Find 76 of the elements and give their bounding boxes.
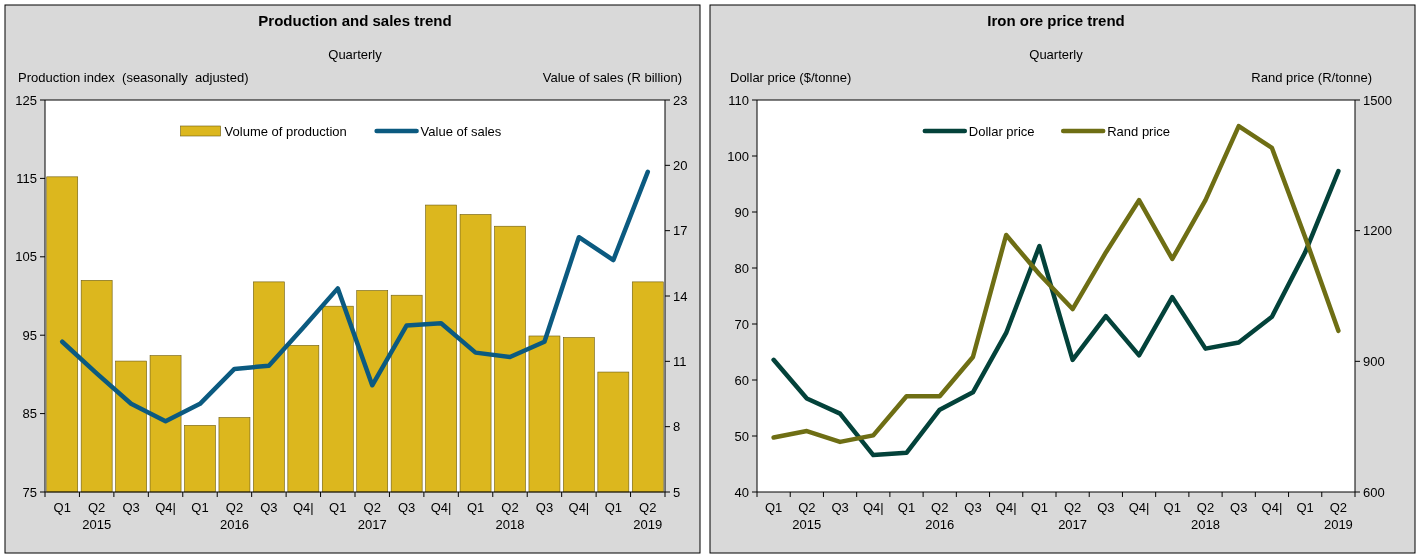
y-tick-label: 75 xyxy=(22,484,37,500)
chart-subtitle: Quarterly xyxy=(328,47,383,62)
y2-tick-label: 1200 xyxy=(1363,223,1392,239)
y-tick-label: 115 xyxy=(16,170,37,186)
y-axis-title: Dollar price ($/tonne) xyxy=(730,70,852,85)
x-tick-label: Q2 2015 xyxy=(82,500,112,532)
x-tick-label: Q4| xyxy=(1128,500,1150,515)
y-tick-label: 100 xyxy=(727,148,749,164)
x-tick-label: Q2 2018 xyxy=(495,500,525,532)
x-tick-label: Q4| xyxy=(1261,500,1283,515)
chart-subtitle: Quarterly xyxy=(1029,47,1084,62)
y-tick-label: 90 xyxy=(734,204,749,220)
y-tick-label: 40 xyxy=(734,484,749,500)
x-tick-label: Q3 xyxy=(535,500,554,515)
x-tick-label: Q1 xyxy=(1296,500,1314,515)
x-tick-label: Q2 2019 xyxy=(633,500,663,532)
x-tick-label: Q3 xyxy=(397,500,416,515)
legend-label: Rand price xyxy=(1107,123,1171,139)
line-series xyxy=(771,168,1341,458)
line-series xyxy=(771,123,1341,445)
x-tick-label: Q2 2016 xyxy=(219,500,249,532)
chart-title: Production and sales trend xyxy=(258,12,452,29)
legend-label: Value of sales xyxy=(420,123,502,139)
x-tick-label: Q2 2017 xyxy=(357,500,387,532)
x-tick-label: Q4| xyxy=(155,500,176,515)
x-tick-label: Q1 xyxy=(764,500,783,515)
y-tick-label: 85 xyxy=(22,406,37,422)
x-tick-label: Q3 xyxy=(1097,500,1115,515)
x-tick-label: Q2 2015 xyxy=(792,500,822,532)
x-tick-label: Q1 xyxy=(1163,500,1181,515)
x-tick-label: Q3 xyxy=(260,500,278,515)
x-tick-label: Q3 xyxy=(964,500,982,515)
y2-tick-label: 23 xyxy=(673,92,688,108)
y-tick-label: 70 xyxy=(734,316,749,332)
y2-tick-label: 17 xyxy=(673,223,688,239)
y-tick-label: 60 xyxy=(734,372,749,388)
x-tick-label: Q2 2017 xyxy=(1058,500,1088,532)
x-tick-label: Q1 xyxy=(1030,500,1049,515)
y2-tick-label: 1500 xyxy=(1363,92,1392,108)
chart-title: Iron ore price trend xyxy=(987,12,1125,29)
x-tick-label: Q1 xyxy=(897,500,916,515)
legend-label: Volume of production xyxy=(224,123,347,139)
y2-tick-label: 600 xyxy=(1363,484,1385,500)
x-tick-label: Q4| xyxy=(862,500,884,515)
y2-tick-label: 8 xyxy=(673,419,681,435)
x-tick-label: Q2 2018 xyxy=(1191,500,1220,532)
y2-tick-label: 14 xyxy=(673,288,688,304)
x-tick-label: Q3 xyxy=(122,500,140,515)
x-tick-label: Q1 xyxy=(53,500,71,515)
x-tick-label: Q1 xyxy=(329,500,347,515)
y-tick-label: 80 xyxy=(734,260,749,276)
y2-axis-title: Rand price (R/tonne) xyxy=(1251,70,1372,85)
y2-axis-title: Value of sales (R billion) xyxy=(542,70,682,85)
x-tick-label: Q4| xyxy=(995,500,1017,515)
y-tick-label: 125 xyxy=(15,92,37,108)
legend-label: Dollar price xyxy=(968,123,1035,139)
line-series xyxy=(59,169,651,424)
y2-tick-label: 11 xyxy=(673,353,687,369)
x-tick-label: Q4| xyxy=(568,500,590,515)
y-tick-label: 110 xyxy=(728,92,749,108)
x-tick-label: Q4| xyxy=(292,500,314,515)
y2-tick-label: 20 xyxy=(673,157,688,173)
x-tick-label: Q1 xyxy=(604,500,623,515)
x-tick-label: Q3 xyxy=(831,500,849,515)
x-tick-label: Q3 xyxy=(1230,500,1248,515)
x-tick-label: Q1 xyxy=(466,500,485,515)
x-tick-label: Q2 2019 xyxy=(1323,500,1353,532)
x-tick-label: Q2 2016 xyxy=(925,500,955,532)
y-tick-label: 50 xyxy=(734,428,749,444)
y-tick-label: 105 xyxy=(15,249,37,265)
x-tick-label: Q1 xyxy=(191,500,209,515)
y2-tick-label: 900 xyxy=(1363,353,1385,369)
y-axis-title: Production index (seasonally adjusted) xyxy=(18,70,249,85)
y-tick-label: 95 xyxy=(22,327,37,343)
x-tick-label: Q4| xyxy=(430,500,452,515)
y2-tick-label: 5 xyxy=(673,484,681,500)
